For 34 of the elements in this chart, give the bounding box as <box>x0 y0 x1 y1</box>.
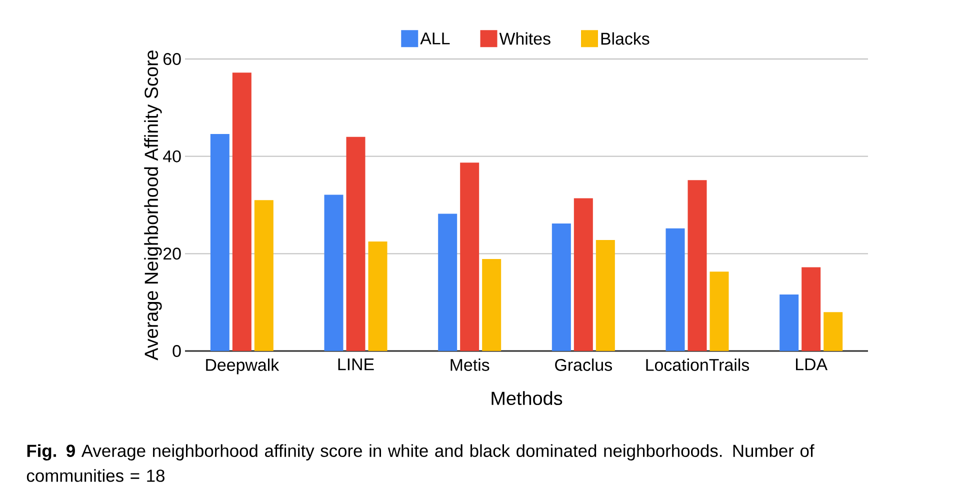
bar <box>346 136 366 351</box>
bar <box>482 259 502 351</box>
bar <box>324 194 344 351</box>
bar <box>552 223 571 351</box>
x-tick-label: LDA <box>796 358 828 370</box>
y-tick-label: 40 <box>163 150 181 162</box>
legend-label: Whites <box>499 32 550 45</box>
bar <box>438 214 458 351</box>
bar <box>574 198 593 351</box>
bar <box>710 272 729 351</box>
bar <box>232 72 252 351</box>
bar <box>666 228 685 351</box>
bar <box>824 312 843 351</box>
y-tick-label: 20 <box>164 248 181 260</box>
x-tick-label: LINE <box>338 358 374 370</box>
bar <box>460 162 480 351</box>
y-axis-title: Average Neighborhood Affinity Score <box>144 50 162 360</box>
x-tick-label: Metis <box>450 358 490 371</box>
text: Fig. 9 Average neighborhood affinity score in white and black dominated neighborhoods. Number of communities = 18 <box>26 444 814 482</box>
x-tick-label: LocationTrails <box>646 358 750 371</box>
bar <box>368 242 388 351</box>
y-tick-label: 0 <box>172 345 181 357</box>
x-tick-label: Deepwalk <box>206 358 280 374</box>
bar <box>802 267 821 351</box>
bar <box>780 294 799 351</box>
bar <box>254 200 274 351</box>
x-tick-label: Graclus <box>555 358 612 371</box>
legend-label: ALL <box>420 32 450 44</box>
y-tick-label: 60 <box>164 53 181 66</box>
legend-label: Blacks <box>601 32 650 45</box>
bar <box>688 180 707 351</box>
bar <box>210 134 230 351</box>
bar <box>596 240 615 351</box>
x-axis-title: Methods <box>492 391 562 406</box>
